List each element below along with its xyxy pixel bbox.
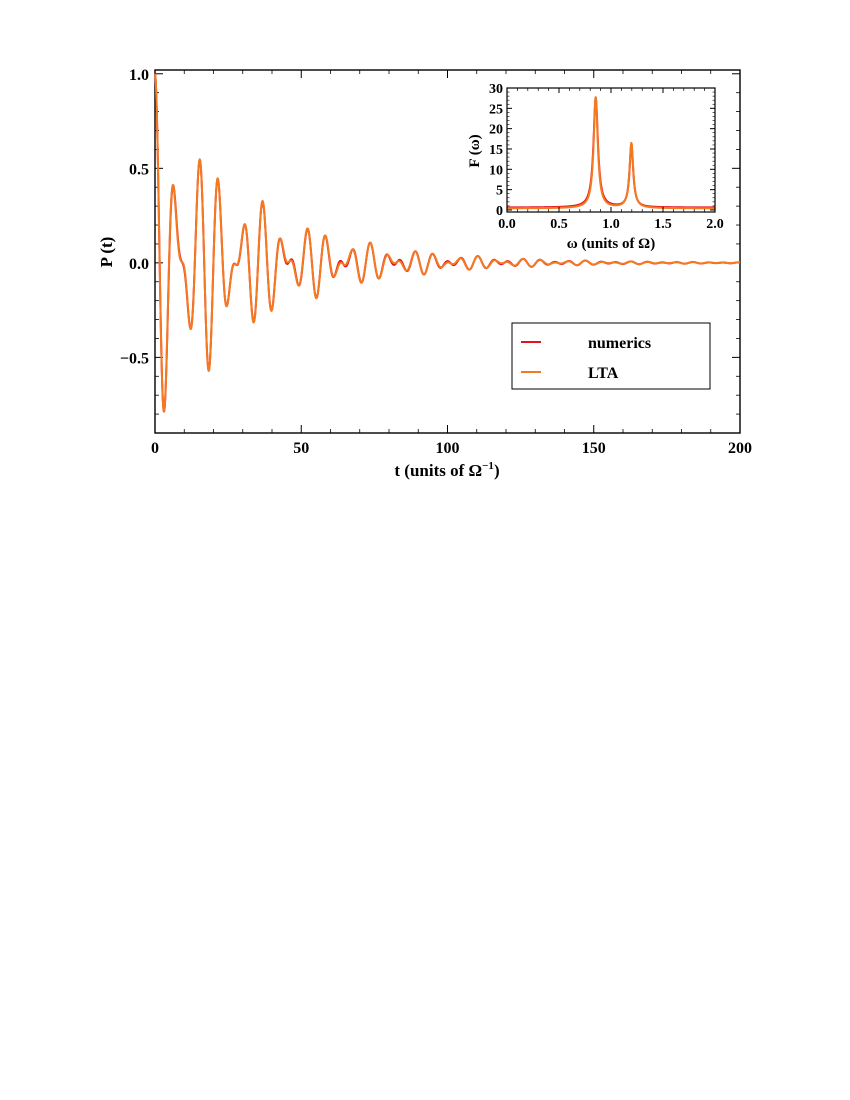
inset-series (506, 96, 716, 210)
y-tick-label: 0.5 (129, 161, 149, 178)
main-ticks: 0 50 100 150 200−0.50.00.51.0 (120, 67, 752, 457)
inset-x-axis-label: ω (units of Ω) (567, 236, 655, 252)
main-plot: 0 50 100 150 200−0.50.00.51.0 t (units of Ω−… (97, 67, 752, 480)
inset-y-tick-label: 30 (489, 82, 503, 97)
inset-y-tick-label: 10 (489, 163, 503, 178)
legend: numerics LTA (511, 322, 711, 390)
inset-plot: 0.0 0.5 1.0 1.5 2.0 0 5 10 15 20 25 30 ω (units of … (467, 82, 724, 252)
legend-box (511, 322, 711, 390)
x-tick-label: 200 (728, 440, 752, 457)
y-tick-label: 1.0 (129, 67, 149, 84)
legend-label-lta: LTA (588, 365, 619, 382)
inset-x-tick-label: 2.0 (706, 217, 724, 232)
x-axis-label: t (units of Ω−1) (394, 460, 499, 480)
inset-y-axis-label: F (ω) (467, 134, 483, 167)
inset-ticks: 0.0 0.5 1.0 1.5 2.0 0 5 10 15 20 25 30 (489, 82, 724, 232)
legend-label-numerics: numerics (588, 335, 651, 352)
inset-y-tick-label: 15 (489, 143, 503, 158)
inset-x-tick-label: 0.0 (498, 217, 516, 232)
inset-y-tick-label: 0 (496, 204, 503, 219)
y-tick-label: −0.5 (120, 350, 149, 367)
x-tick-label: 100 (436, 440, 460, 457)
inset-x-tick-label: 1.5 (654, 217, 672, 232)
x-tick-label: 0 (151, 440, 159, 457)
inset-x-tick-label: 1.0 (602, 217, 620, 232)
y-tick-label: 0.0 (129, 256, 149, 273)
inset-frame-bg (507, 88, 715, 212)
inset-y-tick-label: 20 (489, 123, 503, 138)
inset-y-tick-label: 25 (489, 102, 503, 117)
x-tick-label: 150 (582, 440, 606, 457)
x-tick-label: 50 (293, 440, 309, 457)
series-line-lta (154, 73, 741, 413)
main-series (154, 73, 741, 413)
inset-series-line-lta (506, 96, 716, 210)
y-axis-label: P (t) (97, 237, 116, 268)
inset-y-tick-label: 5 (496, 184, 503, 199)
inset-x-tick-label: 0.5 (550, 217, 568, 232)
